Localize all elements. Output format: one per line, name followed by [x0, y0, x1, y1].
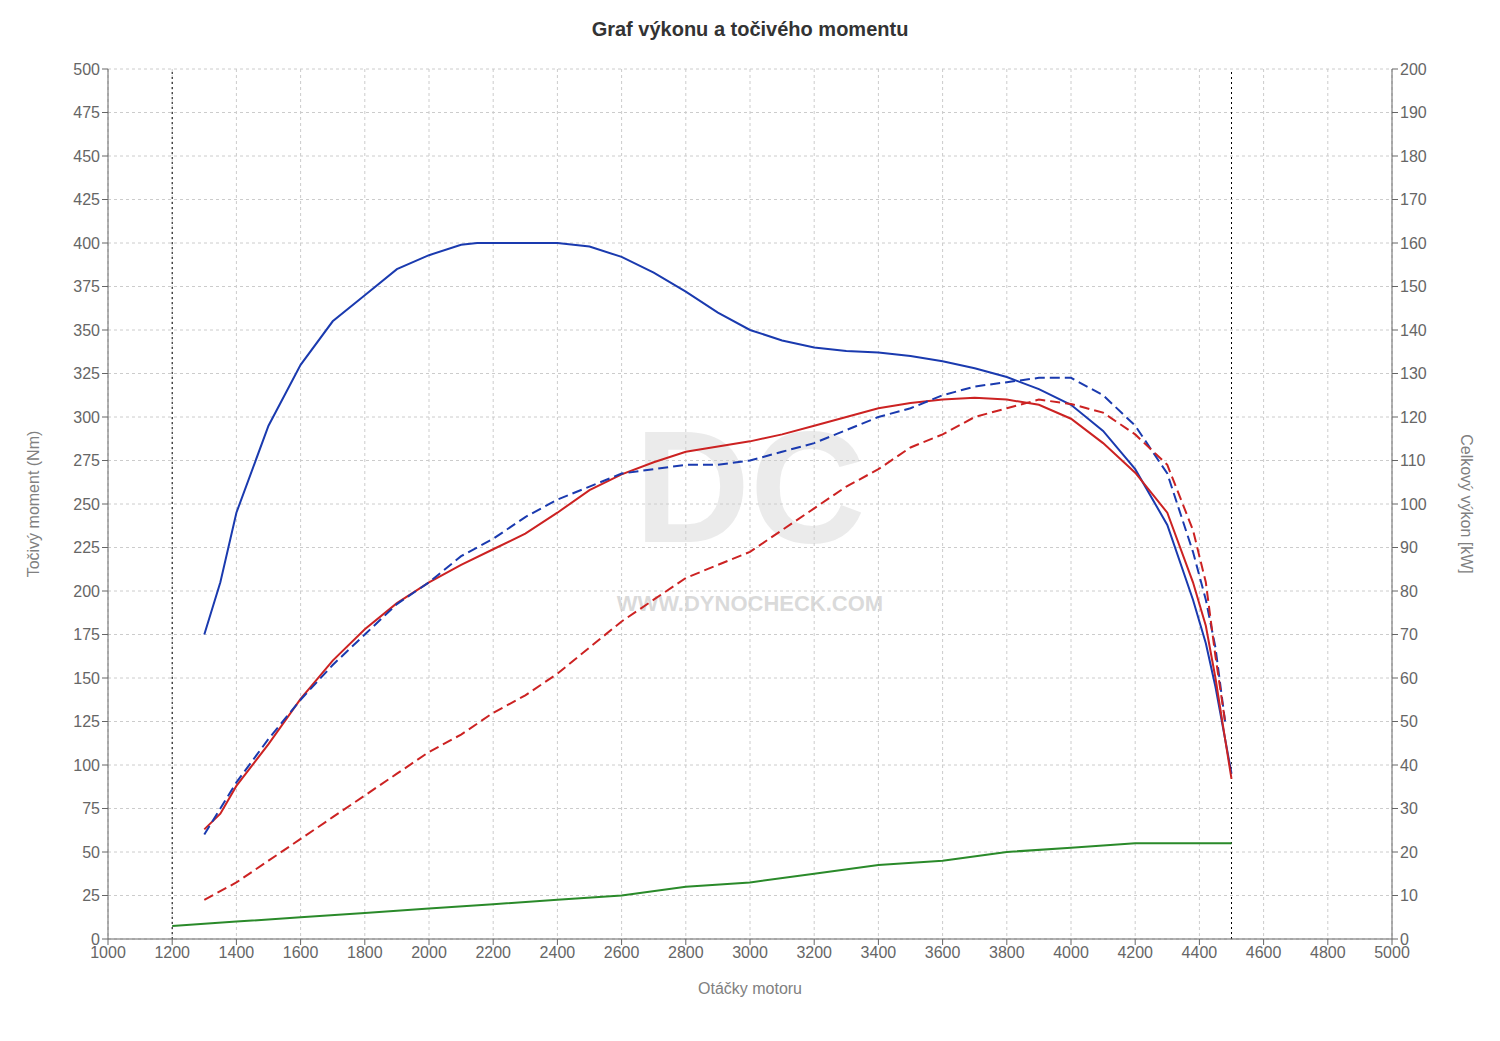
svg-text:3200: 3200 [796, 944, 832, 961]
svg-text:100: 100 [1400, 496, 1427, 513]
svg-text:10: 10 [1400, 887, 1418, 904]
svg-text:70: 70 [1400, 626, 1418, 643]
svg-text:425: 425 [73, 191, 100, 208]
svg-text:4000: 4000 [1053, 944, 1089, 961]
svg-text:0: 0 [1400, 931, 1409, 948]
html-text:DC: DC [634, 396, 866, 576]
svg-text:25: 25 [82, 887, 100, 904]
svg-text:Otáčky motoru: Otáčky motoru [698, 980, 802, 997]
svg-text:160: 160 [1400, 235, 1427, 252]
svg-text:5000: 5000 [1374, 944, 1410, 962]
svg-text:475: 475 [73, 104, 100, 121]
svg-text:50: 50 [82, 844, 100, 861]
svg-text:20: 20 [1400, 844, 1418, 861]
svg-text:100: 100 [73, 757, 100, 774]
svg-text:50: 50 [1400, 713, 1418, 730]
svg-text:3600: 3600 [925, 944, 961, 961]
svg-text:180: 180 [1400, 148, 1427, 165]
svg-text:200: 200 [73, 583, 100, 600]
svg-text:80: 80 [1400, 583, 1418, 600]
svg-text:120: 120 [1400, 409, 1427, 426]
svg-text:4800: 4800 [1310, 944, 1346, 961]
svg-text:130: 130 [1400, 365, 1427, 382]
svg-text:3000: 3000 [732, 944, 768, 961]
svg-text:500: 500 [73, 61, 100, 78]
svg-text:150: 150 [1400, 278, 1427, 295]
svg-text:110: 110 [1400, 452, 1426, 469]
svg-text:Točivý moment (Nm): Točivý moment (Nm) [25, 431, 42, 578]
svg-text:400: 400 [73, 235, 100, 252]
svg-text:190: 190 [1400, 104, 1427, 121]
svg-text:375: 375 [73, 278, 100, 295]
svg-text:175: 175 [73, 626, 100, 643]
svg-text:1600: 1600 [283, 944, 319, 961]
svg-text:4400: 4400 [1182, 944, 1218, 961]
svg-text:2400: 2400 [540, 944, 576, 961]
svg-text:350: 350 [73, 322, 100, 339]
svg-text:200: 200 [1400, 61, 1427, 78]
svg-text:30: 30 [1400, 800, 1418, 817]
svg-text:90: 90 [1400, 539, 1418, 556]
svg-text:75: 75 [82, 800, 100, 817]
html-text:Graf výkonu a točivého momentu: Graf výkonu a točivého momentu [591, 18, 909, 40]
svg-text:4200: 4200 [1117, 944, 1153, 961]
html-text:WWW.DYNOCHECK.COM: WWW.DYNOCHECK.COM [616, 591, 884, 616]
svg-text:3800: 3800 [989, 944, 1025, 961]
svg-text:325: 325 [73, 365, 100, 382]
svg-text:1000: 1000 [90, 944, 126, 962]
svg-text:1400: 1400 [219, 944, 255, 961]
svg-text:60: 60 [1400, 670, 1418, 687]
svg-text:150: 150 [73, 670, 100, 687]
svg-text:2800: 2800 [668, 944, 704, 961]
svg-text:0: 0 [91, 931, 100, 948]
svg-text:300: 300 [73, 409, 100, 426]
svg-text:2200: 2200 [475, 944, 511, 961]
svg-text:2600: 2600 [604, 944, 640, 961]
svg-text:40: 40 [1400, 757, 1418, 774]
svg-text:125: 125 [73, 713, 100, 730]
svg-text:Celkový výkon [kW]: Celkový výkon [kW] [1458, 434, 1475, 574]
svg-text:450: 450 [73, 148, 100, 165]
svg-text:2000: 2000 [411, 944, 447, 961]
svg-text:1200: 1200 [154, 944, 190, 961]
svg-text:3400: 3400 [861, 944, 897, 961]
svg-text:275: 275 [73, 452, 100, 469]
svg-text:225: 225 [73, 539, 100, 556]
svg-text:140: 140 [1400, 322, 1427, 339]
svg-text:170: 170 [1400, 191, 1427, 208]
svg-text:4600: 4600 [1246, 944, 1282, 961]
svg-text:250: 250 [73, 496, 100, 513]
svg-text:1800: 1800 [347, 944, 383, 961]
